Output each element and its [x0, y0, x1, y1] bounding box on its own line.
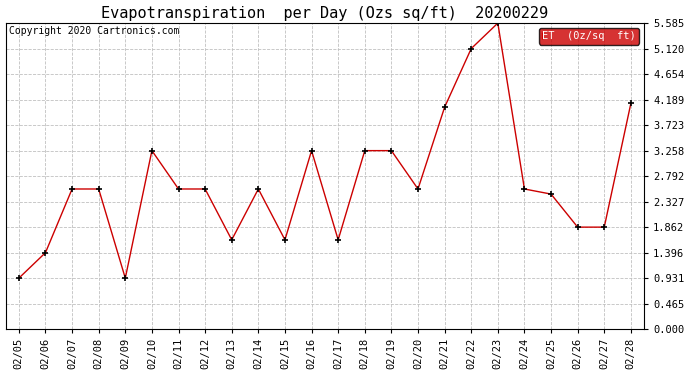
Legend: ET  (0z/sq  ft): ET (0z/sq ft)	[539, 28, 639, 45]
Title: Evapotranspiration  per Day (Ozs sq/ft)  20200229: Evapotranspiration per Day (Ozs sq/ft) 2…	[101, 6, 549, 21]
Text: Copyright 2020 Cartronics.com: Copyright 2020 Cartronics.com	[9, 26, 179, 36]
